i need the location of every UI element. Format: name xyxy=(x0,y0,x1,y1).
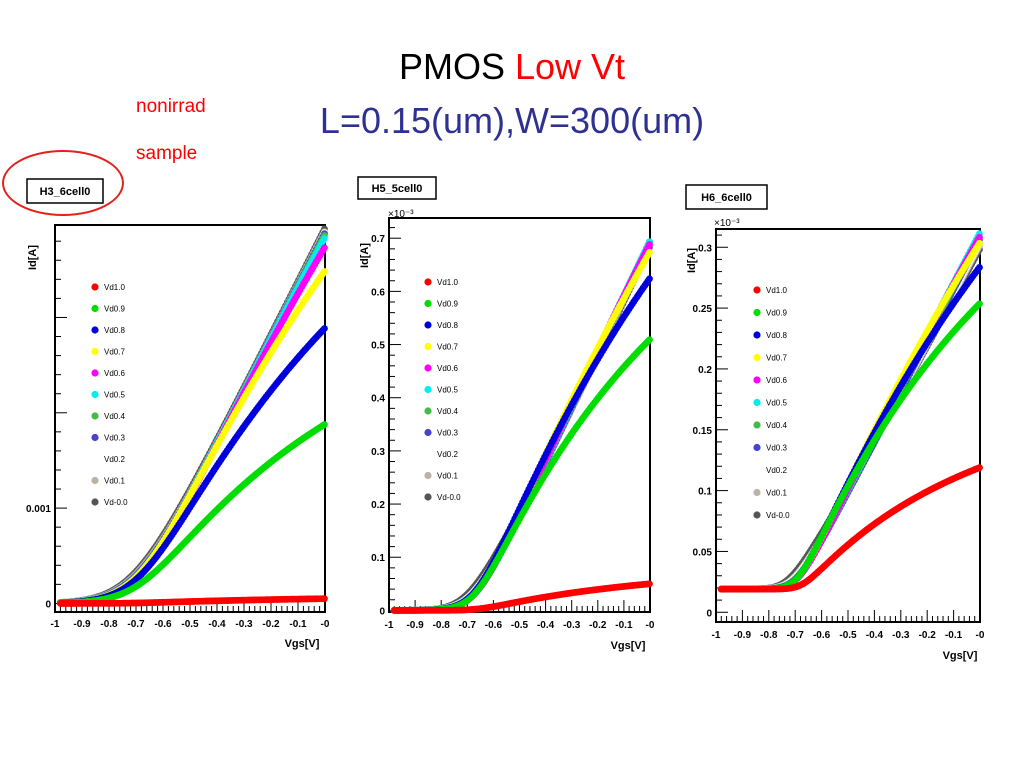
y-tick-label: 0.2 xyxy=(698,365,712,376)
x-tick-label: -0.1 xyxy=(289,619,307,630)
x-tick-label: -0.6 xyxy=(154,619,172,630)
highlight-oval xyxy=(2,150,124,216)
y-tick-label: 0.3 xyxy=(698,243,712,254)
annotation-line2: sample xyxy=(136,143,198,164)
y-tick-label: 0.001 xyxy=(26,504,51,515)
x-tick-label: -0.7 xyxy=(787,630,805,641)
x-tick-label: -0.5 xyxy=(839,630,857,641)
chart-title: H3_6cell0 xyxy=(40,186,91,198)
chart-title: H6_6cell0 xyxy=(701,192,752,204)
x-tick-label: -0.3 xyxy=(892,630,910,641)
y-tick-label: 0.1 xyxy=(698,487,712,498)
slide-subtitle: L=0.15(um),W=300(um) xyxy=(319,100,705,141)
y-axis-label: Id[A] xyxy=(27,245,39,270)
x-tick-label: -0 xyxy=(976,630,985,641)
x-tick-label: -0.7 xyxy=(127,619,145,630)
x-tick-label: -0.8 xyxy=(100,619,118,630)
x-tick-label: -1 xyxy=(712,630,721,641)
x-tick-label: -0.4 xyxy=(208,619,226,630)
x-tick-label: -0.6 xyxy=(813,630,831,641)
chart-title-box xyxy=(26,178,104,204)
series-Vd0.5 xyxy=(717,230,983,593)
y-axis-label: Id[A] xyxy=(686,248,698,273)
y-tick-label: 0.25 xyxy=(693,304,713,315)
x-tick-label: -0.5 xyxy=(181,619,199,630)
slide-title: PMOS Low Vt xyxy=(0,46,1024,88)
x-tick-label: -0.9 xyxy=(73,619,91,630)
y-tick-label: 0 xyxy=(706,608,712,619)
x-tick-label: -0.8 xyxy=(760,630,778,641)
x-axis-label: Vgs[V] xyxy=(285,638,320,650)
x-tick-label: -1 xyxy=(51,619,60,630)
x-tick-label: -0.4 xyxy=(866,630,884,641)
x-tick-label: -0.2 xyxy=(262,619,280,630)
x-tick-label: -0.9 xyxy=(734,630,752,641)
x-tick-label: -0 xyxy=(321,619,330,630)
y-tick-label: 0.15 xyxy=(693,426,713,437)
y-tick-label: 0 xyxy=(45,599,51,610)
title-highlight: Low Vt xyxy=(514,46,626,87)
y-tick-label: 0.05 xyxy=(693,547,713,558)
title-main: PMOS xyxy=(398,46,505,87)
y-axis-exponent: ×10⁻³ xyxy=(714,218,740,229)
x-tick-label: -0.1 xyxy=(945,630,963,641)
x-tick-label: -0.2 xyxy=(919,630,937,641)
x-axis-label: Vgs[V] xyxy=(943,650,978,662)
x-tick-label: -0.3 xyxy=(235,619,253,630)
annotation-line1: nonirrad xyxy=(136,96,206,117)
